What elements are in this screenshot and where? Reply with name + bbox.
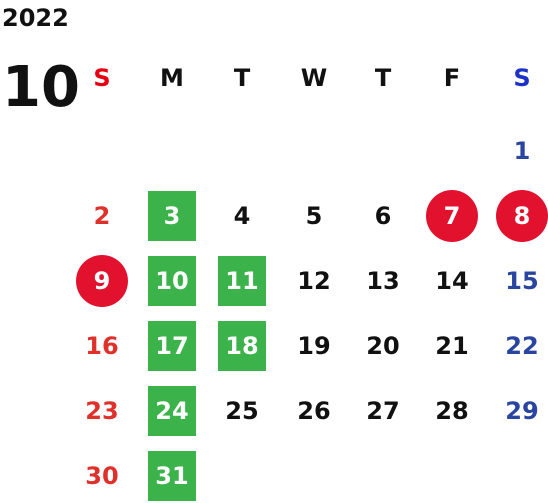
day-cell[interactable]: 15 [505, 267, 539, 295]
weekday-wednesday: W [300, 64, 328, 92]
day-cell[interactable]: 13 [366, 267, 400, 295]
day-cell[interactable]: 30 [85, 462, 119, 490]
day-cell[interactable]: 26 [297, 397, 331, 425]
day-cell[interactable]: 9 [76, 255, 128, 307]
day-cell[interactable]: 18 [218, 321, 266, 371]
day-cell[interactable]: 7 [426, 190, 478, 242]
day-cell[interactable]: 31 [148, 451, 196, 501]
day-cell[interactable]: 5 [305, 202, 323, 230]
day-cell[interactable]: 16 [85, 332, 119, 360]
day-cell[interactable]: 19 [297, 332, 331, 360]
day-cell[interactable]: 12 [297, 267, 331, 295]
weekday-monday: M [160, 64, 184, 92]
day-cell[interactable]: 24 [148, 386, 196, 436]
day-cell[interactable]: 2 [93, 202, 111, 230]
day-cell[interactable]: 27 [366, 397, 400, 425]
day-cell[interactable]: 4 [233, 202, 251, 230]
weekday-tuesday: T [233, 64, 251, 92]
day-cell[interactable]: 1 [513, 137, 531, 165]
weekday-thursday: T [374, 64, 392, 92]
weekday-saturday: S [513, 64, 531, 92]
day-cell[interactable]: 22 [505, 332, 539, 360]
day-cell[interactable]: 14 [435, 267, 469, 295]
day-cell[interactable]: 6 [374, 202, 392, 230]
day-cell[interactable]: 3 [148, 191, 196, 241]
day-cell[interactable]: 8 [496, 190, 548, 242]
year-label: 2022 [2, 4, 69, 32]
weekday-sunday: S [93, 64, 111, 92]
weekday-friday: F [443, 64, 461, 92]
day-cell[interactable]: 17 [148, 321, 196, 371]
day-cell[interactable]: 29 [505, 397, 539, 425]
month-number: 10 [2, 55, 80, 120]
day-cell[interactable]: 11 [218, 256, 266, 306]
day-cell[interactable]: 28 [435, 397, 469, 425]
day-cell[interactable]: 20 [366, 332, 400, 360]
day-cell[interactable]: 25 [225, 397, 259, 425]
day-cell[interactable]: 23 [85, 397, 119, 425]
day-cell[interactable]: 10 [148, 256, 196, 306]
day-cell[interactable]: 21 [435, 332, 469, 360]
